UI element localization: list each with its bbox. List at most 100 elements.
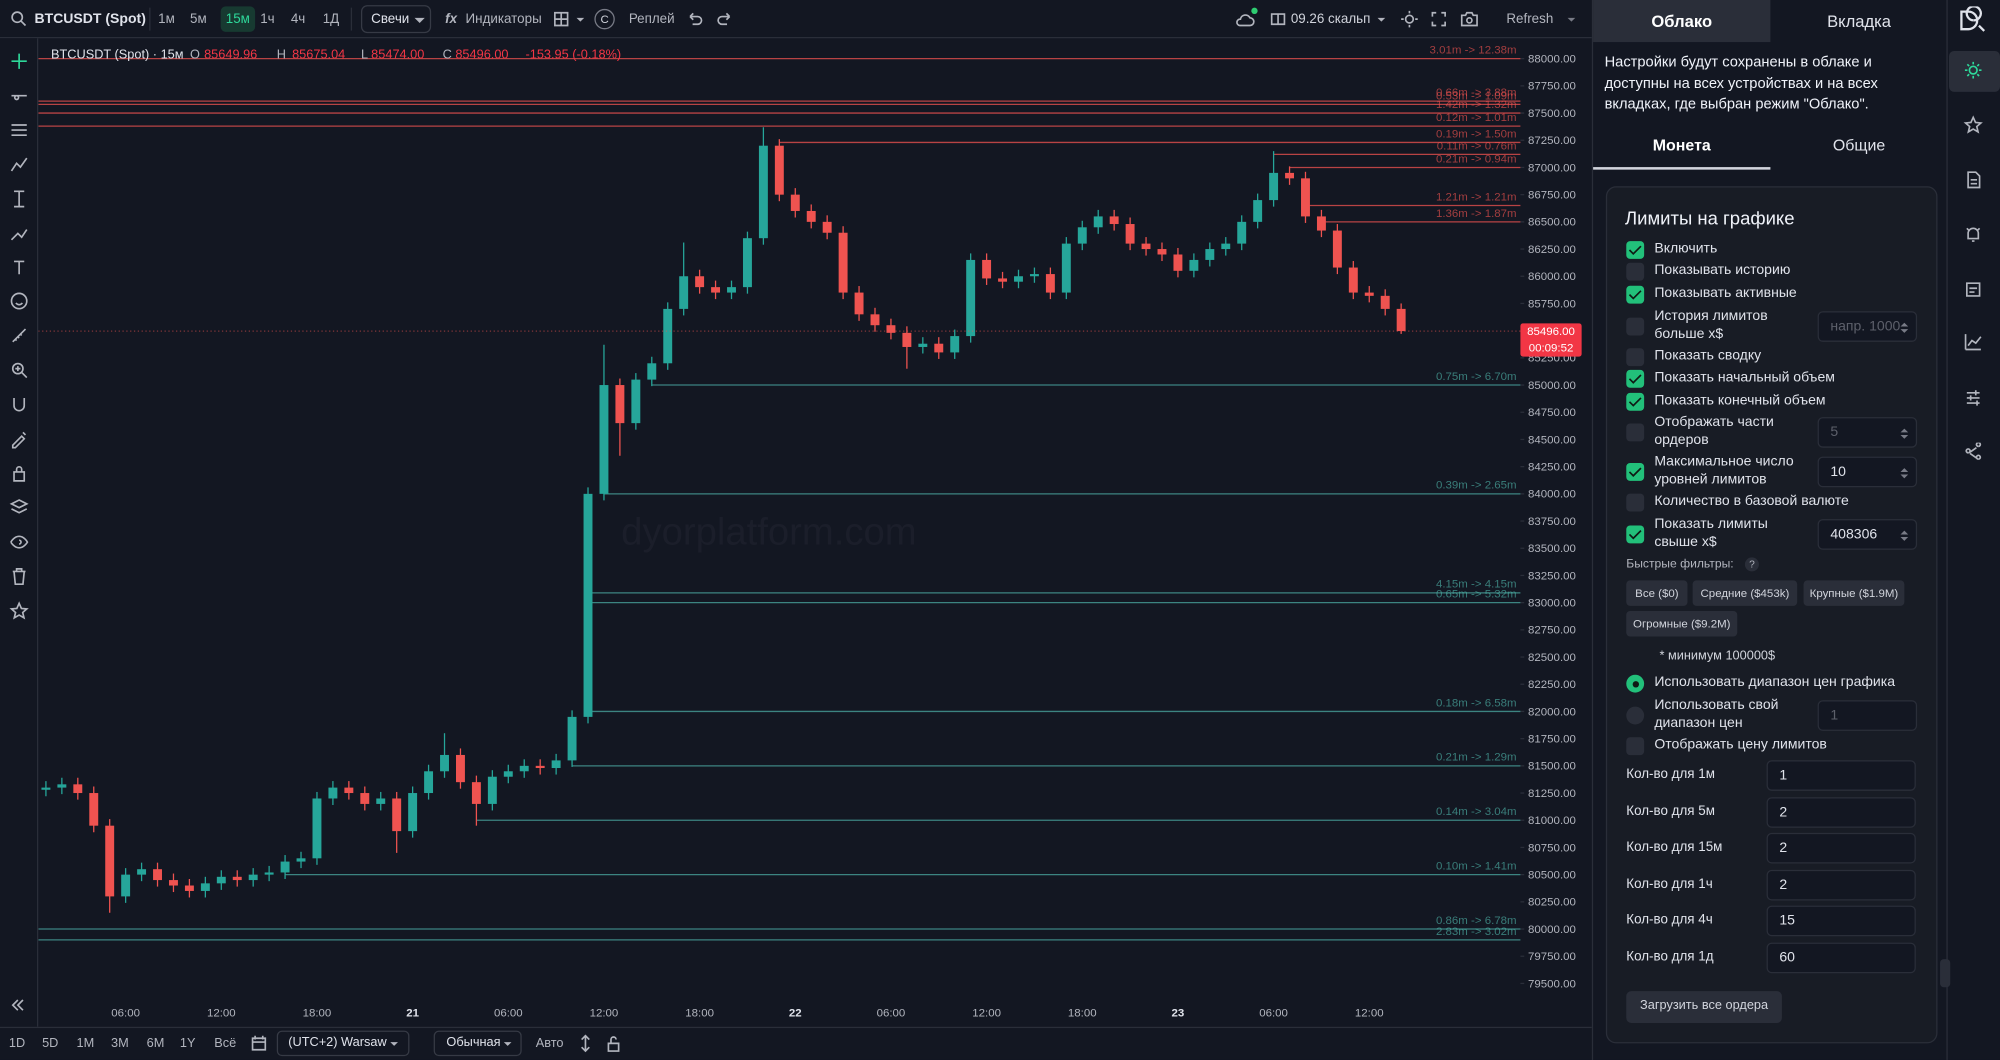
drawing-tool[interactable] [9, 566, 29, 586]
drawing-tool[interactable] [9, 291, 29, 311]
filter-chip[interactable]: Все ($0) [1626, 580, 1688, 606]
side-icon[interactable] [1963, 332, 1983, 352]
interval-button[interactable]: 1ч [260, 11, 275, 27]
radio[interactable] [1626, 674, 1645, 693]
filter-chip[interactable]: Крупные ($1.9M) [1803, 580, 1905, 606]
drawing-tool[interactable] [9, 51, 29, 71]
count-input[interactable]: 2 [1766, 797, 1916, 828]
range-input[interactable]: 1 [1817, 700, 1918, 731]
candle-body [89, 793, 99, 826]
count-input[interactable]: 2 [1766, 832, 1916, 864]
drawing-tool[interactable] [9, 258, 29, 278]
interval-button[interactable]: 4ч [290, 11, 306, 27]
side-icon[interactable] [1963, 115, 1983, 135]
count-input[interactable]: 15 [1766, 905, 1916, 937]
drawing-tool[interactable] [9, 360, 29, 380]
number-input[interactable]: 10 [1817, 456, 1918, 488]
drawing-tool[interactable] [9, 154, 29, 174]
indicators-button[interactable]: Индикаторы [465, 11, 542, 27]
candle-body [232, 876, 242, 881]
side-icon[interactable] [1963, 388, 1983, 408]
text-input[interactable]: напр. 1000 [1817, 311, 1918, 342]
checkbox[interactable] [1626, 317, 1645, 336]
interval-button[interactable]: 5м [190, 11, 207, 27]
interval-button[interactable]: 1Д [322, 11, 340, 27]
filter-chip[interactable]: Средние ($453k) [1692, 580, 1798, 606]
checkbox[interactable] [1626, 737, 1645, 756]
redo-icon[interactable] [714, 9, 734, 29]
fullscreen-icon[interactable] [1429, 9, 1449, 29]
drawing-tool[interactable] [9, 223, 29, 243]
drawing-tool[interactable] [9, 497, 29, 517]
lock-icon[interactable] [603, 1033, 623, 1053]
side-icon[interactable] [1963, 224, 1983, 244]
range-button[interactable]: 6M [146, 1036, 165, 1052]
radio[interactable] [1626, 706, 1645, 725]
side-icon[interactable] [1963, 442, 1983, 463]
side-icon[interactable] [1963, 279, 1983, 299]
count-input[interactable]: 1 [1766, 760, 1916, 791]
checkbox[interactable] [1626, 493, 1645, 512]
filter-chip[interactable]: Огромные ($9.2M) [1626, 610, 1738, 637]
panel-subtab[interactable]: Общие [1770, 128, 1947, 170]
refresh-button[interactable]: Refresh [1506, 11, 1554, 27]
replay-badge[interactable]: C [594, 8, 615, 30]
scale-select[interactable]: Обычная [433, 1030, 522, 1057]
drawing-tool[interactable] [9, 189, 29, 209]
count-input[interactable]: 2 [1766, 869, 1916, 901]
auto-button[interactable]: Авто [535, 1036, 564, 1052]
settings-icon[interactable] [1399, 9, 1419, 29]
number-input[interactable]: 408306 [1817, 519, 1918, 550]
range-button[interactable]: 1M [76, 1036, 95, 1052]
checkbox[interactable] [1626, 348, 1645, 367]
undo-icon[interactable] [685, 9, 705, 29]
panel-tab[interactable]: Вкладка [1770, 0, 1947, 42]
layout-icon[interactable] [1268, 9, 1288, 29]
checkbox[interactable] [1626, 369, 1645, 388]
side-icon[interactable] [1963, 60, 1983, 80]
collapse-handle[interactable] [1940, 959, 1951, 988]
checkbox[interactable] [1626, 463, 1645, 481]
interval-button[interactable]: 15м [220, 6, 255, 32]
timezone-select[interactable]: (UTC+2) Warsaw [276, 1030, 410, 1057]
range-button[interactable]: 1Y [179, 1036, 196, 1052]
drawing-tool[interactable] [9, 463, 29, 483]
calendar-icon[interactable] [249, 1033, 269, 1053]
camera-icon[interactable] [1459, 9, 1479, 29]
layout-name[interactable]: 09.26 скальп [1290, 11, 1371, 27]
drawing-tool[interactable] [9, 394, 29, 414]
checkbox[interactable] [1626, 525, 1645, 544]
drawing-tool[interactable] [9, 85, 29, 105]
drawing-tool[interactable] [9, 601, 29, 621]
count-input[interactable]: 60 [1766, 942, 1916, 974]
range-button[interactable]: 5D [42, 1036, 59, 1052]
x-tick-label: 06:00 [111, 1008, 140, 1020]
cloud-icon[interactable] [1235, 10, 1255, 30]
interval-button[interactable]: 1м [158, 11, 175, 27]
range-button[interactable]: 3M [110, 1036, 129, 1052]
checkbox[interactable] [1626, 423, 1645, 442]
layout-grid-icon[interactable] [551, 9, 571, 29]
search-icon[interactable] [9, 9, 29, 29]
symbol-name[interactable]: BTCUSDT (Spot) [34, 11, 146, 27]
filters-help[interactable]: ? [1744, 557, 1759, 572]
replay-button[interactable]: Реплей [628, 11, 675, 27]
drawing-tool[interactable] [9, 532, 29, 552]
drawing-tool[interactable] [9, 120, 29, 140]
drawing-tool[interactable] [9, 325, 29, 345]
checkbox[interactable] [1626, 241, 1645, 259]
drawing-tool[interactable] [9, 429, 29, 449]
chart-style-select[interactable]: Свечи [360, 5, 432, 34]
load-orders-button[interactable]: Загрузить все ордера [1626, 991, 1782, 1023]
checkbox[interactable] [1626, 392, 1645, 411]
scale-arrows-icon[interactable] [575, 1033, 595, 1053]
checkbox[interactable] [1626, 285, 1645, 304]
checkbox[interactable] [1626, 262, 1645, 281]
panel-subtab[interactable]: Монета [1593, 128, 1771, 170]
range-button[interactable]: 1D [8, 1036, 26, 1052]
panel-tab[interactable]: Облако [1593, 0, 1771, 43]
collapse-icon[interactable] [8, 995, 28, 1015]
range-button[interactable]: Всё [214, 1036, 237, 1052]
side-icon[interactable] [1963, 170, 1983, 190]
number-input[interactable]: 5 [1817, 417, 1918, 448]
